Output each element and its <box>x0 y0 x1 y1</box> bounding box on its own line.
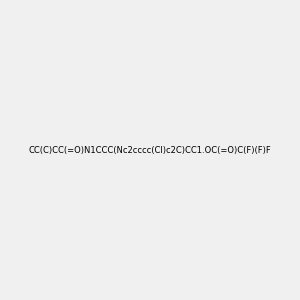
Text: CC(C)CC(=O)N1CCC(Nc2cccc(Cl)c2C)CC1.OC(=O)C(F)(F)F: CC(C)CC(=O)N1CCC(Nc2cccc(Cl)c2C)CC1.OC(=… <box>28 146 272 154</box>
